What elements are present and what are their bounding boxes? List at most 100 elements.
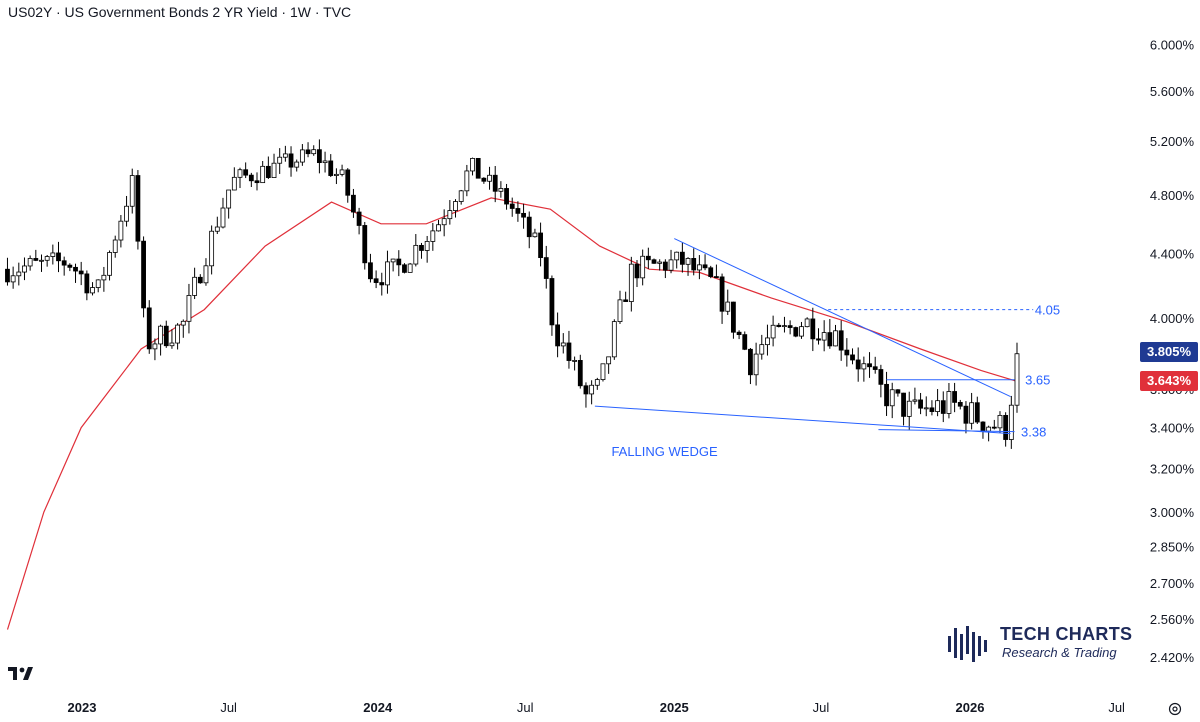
candle-body [101,274,107,281]
y-tick-label: 2.700% [1150,576,1195,591]
candle-body [112,239,118,253]
candle-body [799,326,804,337]
candle-body [141,240,146,309]
candle-body [487,174,492,182]
y-tick-label: 2.420% [1150,650,1195,665]
candle-body [606,356,612,365]
candle-body [447,210,453,220]
x-tick-label: Jul [1108,700,1125,715]
candle-body [90,287,95,294]
brand-title: TECH CHARTS [1000,624,1133,644]
candle-body [390,258,396,263]
candle-body [577,360,583,387]
y-tick-label: 3.200% [1150,461,1195,476]
candle-body [600,363,606,380]
y-tick-label: 5.200% [1150,134,1195,149]
candle-body [1003,414,1009,440]
trendlines-layer [594,238,1034,435]
candle-body [753,353,759,376]
candle-body [651,259,657,264]
candle-body [776,324,782,327]
candle-body [254,180,260,184]
candle-body [623,299,629,302]
candle-body [163,325,169,347]
candle-body [855,359,861,370]
candle-body [549,278,555,326]
candle-body [946,391,952,414]
candle-body [719,276,725,312]
candle-body [294,161,300,168]
candle-body [696,264,702,271]
chart-title: US02Y · US Government Bonds 2 YR Yield ·… [8,4,352,20]
tradingview-logo[interactable] [8,664,38,689]
candle-body [509,203,515,209]
candle-body [884,383,889,407]
candle-body [748,348,753,376]
candle-body [492,174,498,192]
candle-body [731,301,736,333]
candle-body [231,176,237,191]
candle-body [833,330,838,347]
candle-body [867,363,872,368]
gear-icon[interactable] [1168,702,1182,721]
candle-body [515,208,521,214]
candle-body [351,194,356,213]
candle-body [725,301,731,312]
candle-body [373,278,379,283]
candle-body [645,255,651,261]
candle-body [248,174,254,182]
candle-body [889,389,895,407]
y-tick-label: 2.560% [1150,612,1195,627]
trendline-lower [594,405,1011,435]
candle-body [957,401,963,407]
candle-body [95,279,101,288]
candle-body [657,261,663,264]
candle-body [356,211,362,226]
candle-body [872,366,878,370]
candle-body [146,307,152,350]
candle-body [742,334,748,350]
candle-body [589,384,595,395]
tech-charts-logo: TECH CHARTS Research & Trading [946,624,1146,664]
candle-body [1008,404,1014,440]
candle-body [453,201,458,211]
candle-body [997,414,1003,429]
candle-body [56,252,61,262]
candle-body [470,157,475,172]
candle-body [662,261,668,271]
candle-body [214,226,220,232]
candle-body [107,252,112,276]
candle-body [918,399,923,409]
candle-body [379,282,385,286]
candle-body [974,402,980,423]
candle-body [396,258,402,266]
candle-body [685,258,691,265]
candle-body [424,241,430,251]
y-tick-label: 3.000% [1150,505,1195,520]
y-tick-label: 4.000% [1150,311,1195,326]
y-tick-label: 3.400% [1150,421,1195,436]
candle-body [521,212,526,218]
candle-body [714,276,719,278]
candle-body [282,153,288,158]
candle-body [940,400,946,414]
candle-body [385,261,390,286]
candle-body [566,342,572,361]
candle-body [816,338,821,341]
candle-body [765,337,770,346]
candle-body [878,369,884,385]
candle-body [67,264,73,268]
candle-body [963,405,969,424]
candle-body [532,232,538,238]
candle-body [782,325,787,328]
candle-body [220,207,226,228]
candle-body [481,177,487,182]
candle-body [129,175,135,207]
last-price-tag: 3.805% [1140,341,1198,362]
candle-body [572,360,578,362]
candle-body [861,363,867,370]
candle-body [617,299,623,323]
x-tick-label: 2025 [660,700,689,715]
